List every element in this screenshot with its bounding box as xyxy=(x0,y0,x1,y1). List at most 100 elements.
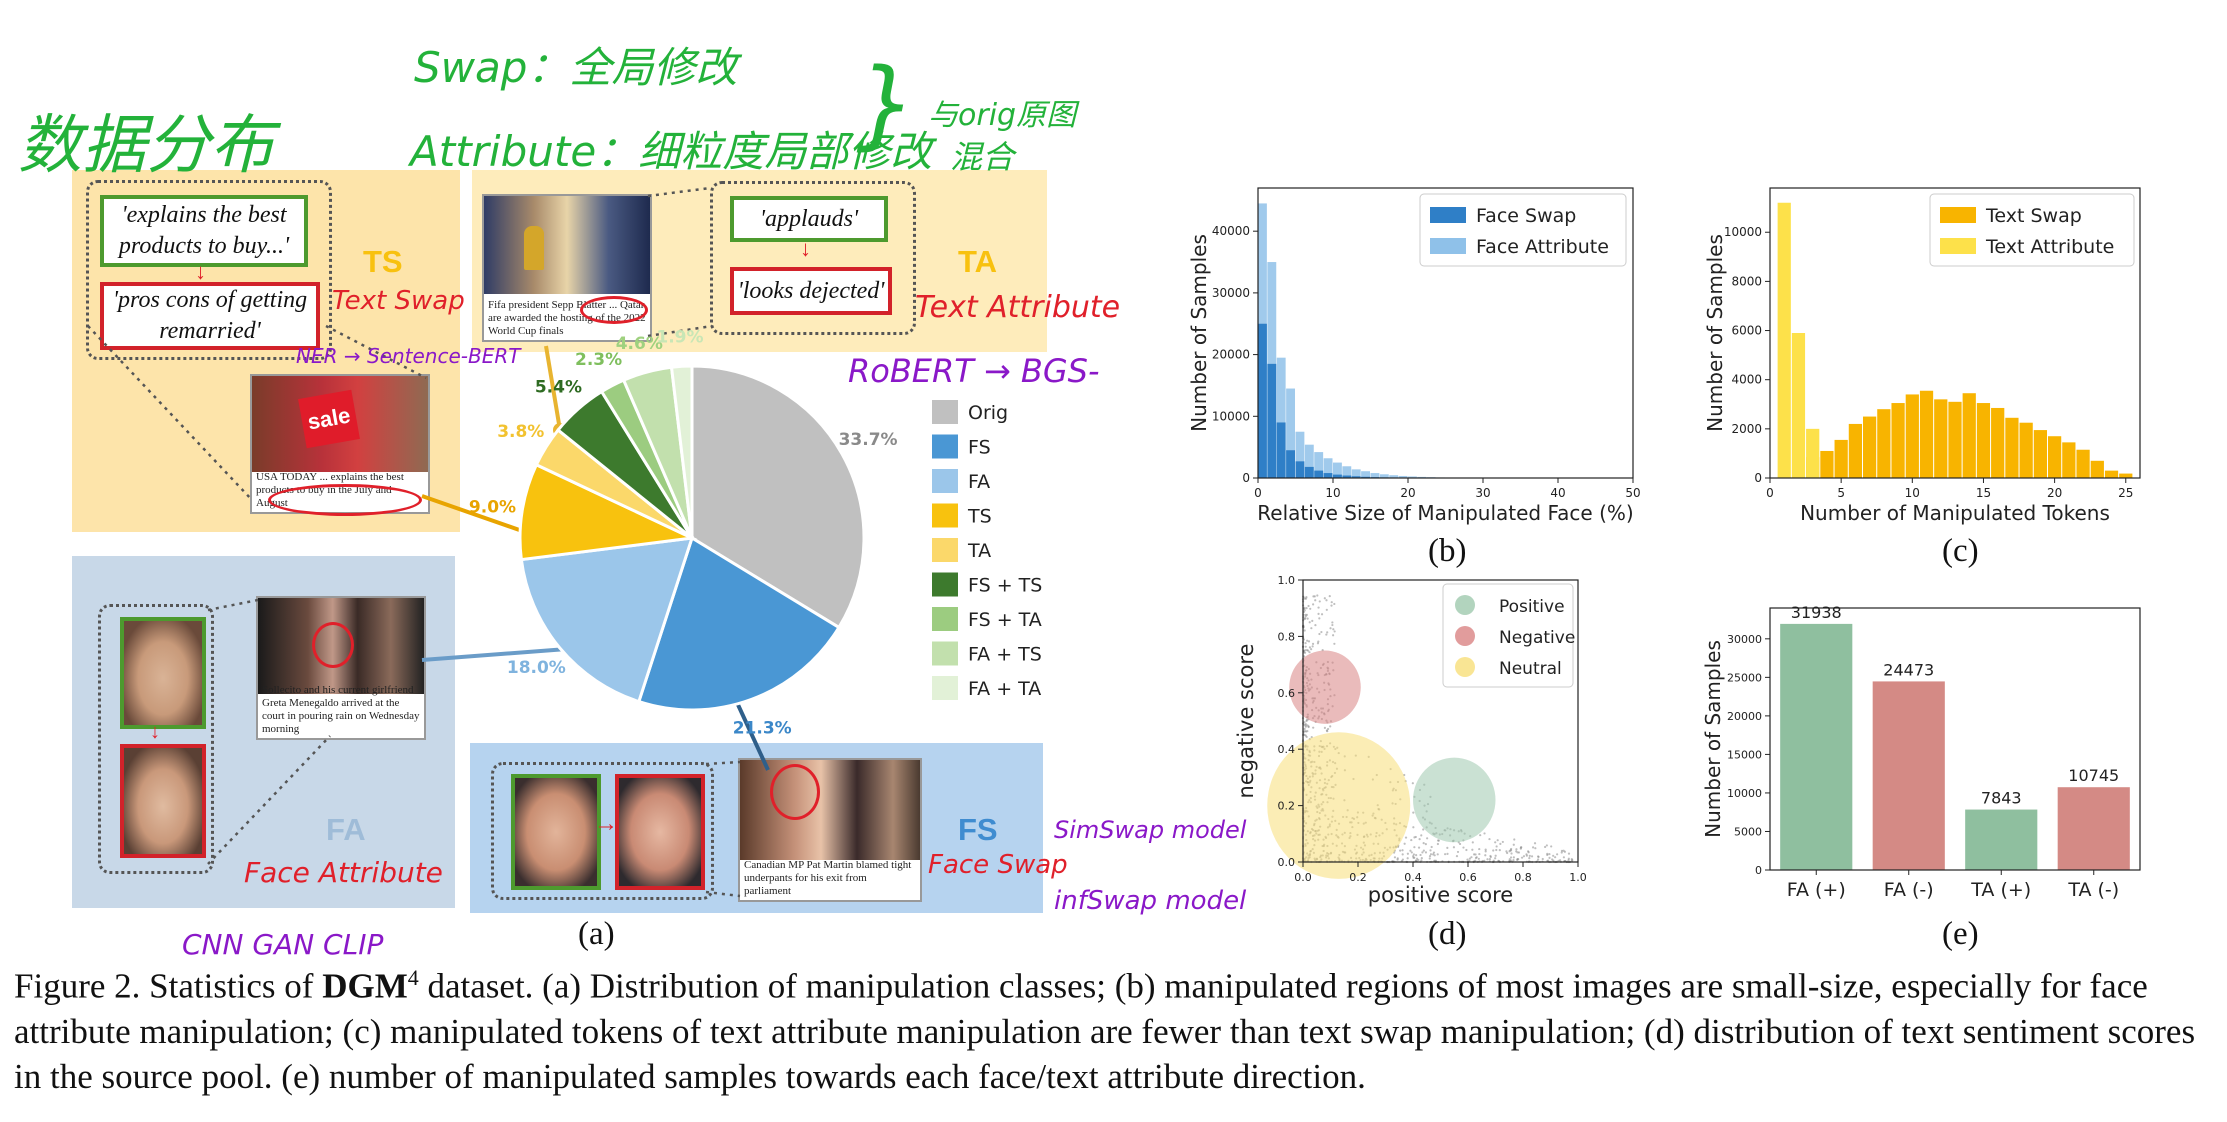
panel-e-sublabel: (e) xyxy=(1942,916,1979,952)
scatter-point xyxy=(1446,852,1449,855)
scatter-point xyxy=(1424,851,1428,854)
x-tick-label: 15 xyxy=(1976,486,1991,500)
scatter-point xyxy=(1462,846,1465,849)
note-mix-1: 与orig原图 xyxy=(928,98,1077,133)
note-mix-2: 混合 xyxy=(950,138,1015,176)
scatter-point xyxy=(1489,854,1492,858)
legend-label: FA xyxy=(968,471,990,493)
scatter-point xyxy=(1303,629,1306,632)
bar-text-swap xyxy=(2076,449,2090,478)
x-tick-label: 25 xyxy=(2118,486,2133,500)
scatter-point xyxy=(1554,856,1557,859)
bar-text-swap xyxy=(1976,403,1991,478)
x-tick-label: FA (-) xyxy=(1884,879,1934,901)
scatter-point xyxy=(1533,842,1537,845)
scatter-point xyxy=(1455,855,1459,858)
scatter-point xyxy=(1512,843,1515,846)
scatter-point xyxy=(1332,628,1335,631)
panel-b-sublabel: (b) xyxy=(1428,533,1467,569)
note-face-attribute: Face Attribute xyxy=(244,856,443,889)
scatter-point xyxy=(1546,859,1550,862)
ts-arrow: ↓ xyxy=(195,259,206,284)
fa-image-caption: Sollecito and his current girlfriend Gre… xyxy=(262,684,420,735)
scatter-point xyxy=(1327,727,1330,731)
caption-figure-label: Figure 2. xyxy=(14,966,141,1006)
y-tick-label: 15000 xyxy=(1727,748,1762,761)
x-tick-label: 0.4 xyxy=(1404,871,1422,884)
scatter-point xyxy=(1316,642,1320,645)
scatter-point xyxy=(1308,646,1312,649)
panel-c-sublabel: (c) xyxy=(1942,533,1979,569)
scatter-point xyxy=(1548,852,1551,856)
scatter-point xyxy=(1512,856,1515,859)
fa-news-image: Sollecito and his current girlfriend Gre… xyxy=(256,596,426,740)
scatter-point xyxy=(1563,850,1567,853)
legend-label: Text Swap xyxy=(1985,205,2082,227)
legend-label: Positive xyxy=(1499,597,1565,617)
scatter-point xyxy=(1429,853,1433,856)
y-tick-label: 0.2 xyxy=(1278,800,1296,813)
ta-text-group xyxy=(710,181,916,335)
scatter-point xyxy=(1412,811,1415,814)
fs-connector-bottom xyxy=(705,890,741,898)
fa-manipulated-face xyxy=(120,744,206,858)
scatter-point xyxy=(1308,651,1311,654)
panel-a-sublabel: (a) xyxy=(578,916,615,952)
bar-text-swap xyxy=(1948,401,1962,478)
scatter-point xyxy=(1475,856,1478,859)
scatter-point xyxy=(1320,613,1324,616)
scatter-point xyxy=(1414,835,1417,839)
y-tick-label: 6000 xyxy=(1731,324,1762,338)
bar-text-swap xyxy=(1991,407,2005,478)
bar-face-attribute xyxy=(1351,469,1361,478)
scatter-point xyxy=(1471,841,1474,844)
scatter-point xyxy=(1492,849,1495,852)
chart-b: 0 10000 20000 30000 40000 0 10 20 30 40 50Relative… xyxy=(1187,187,1641,525)
scatter-point xyxy=(1550,845,1553,848)
scatter-point xyxy=(1552,859,1555,862)
scatter-point xyxy=(1508,858,1511,861)
legend-swatch xyxy=(1455,626,1475,646)
fs-connector-top xyxy=(705,760,741,766)
bar-text-swap xyxy=(1863,416,1877,478)
pie-chart: 33.7% 21.3% 18.0% 9.0% 3.8% 5.4% 2.3%4.6%1.9% xyxy=(469,327,898,738)
bar-ta+ xyxy=(1965,809,2038,870)
caption-body: dataset. (a) Distribution of manipulatio… xyxy=(14,966,2196,1096)
scatter-point xyxy=(1560,851,1563,854)
fs-manipulated-face xyxy=(615,774,705,890)
scatter-point xyxy=(1409,849,1412,852)
pie-legend: Orig FS FA TS TA FS + TS FS + TA FA + TS FA + TA xyxy=(932,400,1042,700)
scatter-point xyxy=(1311,619,1314,623)
scatter-point xyxy=(1520,856,1524,859)
x-axis-label: positive score xyxy=(1368,883,1513,907)
scatter-point xyxy=(1494,841,1497,844)
scatter-point xyxy=(1522,855,1526,858)
note-attribute: Attribute：细粒度局部修改 xyxy=(410,127,933,176)
y-tick-label: 1.0 xyxy=(1278,574,1296,587)
y-tick-label: 0.8 xyxy=(1278,630,1296,643)
fa-original-face xyxy=(120,617,206,729)
bar-text-swap xyxy=(2090,460,2104,478)
y-tick-label: 10000 xyxy=(1212,409,1250,423)
scatter-point xyxy=(1468,857,1471,860)
scatter-point xyxy=(1545,844,1548,847)
legend-swatch xyxy=(932,469,958,493)
scatter-point xyxy=(1530,855,1534,858)
scatter-point xyxy=(1310,627,1313,630)
scatter-point xyxy=(1509,859,1513,862)
scatter-point xyxy=(1333,602,1336,606)
bar-face-attribute xyxy=(1408,476,1417,478)
scatter-point xyxy=(1495,848,1498,852)
scatter-point xyxy=(1426,837,1429,840)
note-infswap: infSwap model xyxy=(1054,886,1247,916)
scatter-point xyxy=(1332,634,1335,637)
note-ner-sbert: NER → Sentence-BERT xyxy=(296,344,521,368)
x-tick-label: 50 xyxy=(1625,486,1640,500)
y-tick-label: 30000 xyxy=(1727,633,1762,646)
scatter-point xyxy=(1515,850,1518,853)
note-face-swap: Face Swap xyxy=(928,850,1068,880)
pie-slice-orig xyxy=(690,364,866,630)
scatter-point xyxy=(1317,612,1320,616)
y-tick-label: 0.0 xyxy=(1278,856,1296,869)
legend-swatch xyxy=(932,572,958,597)
